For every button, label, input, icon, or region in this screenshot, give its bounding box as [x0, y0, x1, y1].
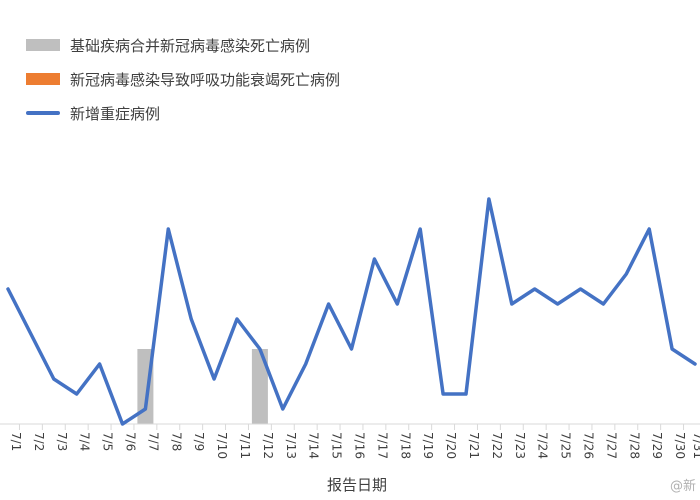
x-tick-label-7-24: 7/24 — [536, 432, 550, 459]
x-tick-label-7-4: 7/4 — [78, 432, 92, 451]
x-tick-label-7-26: 7/26 — [582, 432, 596, 459]
bar-group — [137, 349, 268, 424]
x-tick-label-7-23: 7/23 — [513, 432, 527, 459]
watermark-text: @新 — [669, 479, 696, 494]
legend-label-respiratory-failure-deaths: 新冠病毒感染导致呼吸功能衰竭死亡病例 — [70, 70, 341, 89]
x-tick-label-7-16: 7/16 — [353, 432, 367, 459]
legend-swatch-respiratory-failure-deaths — [26, 73, 60, 85]
x-tick-label-7-6: 7/6 — [124, 432, 138, 451]
x-tick-label-7-9: 7/9 — [192, 432, 206, 451]
x-axis-title: 报告日期 — [327, 476, 387, 494]
legend-swatch-comorbidity-deaths — [26, 39, 60, 51]
legend-label-comorbidity-deaths: 基础疾病合并新冠病毒感染死亡病例 — [70, 36, 311, 55]
x-tick-label-7-13: 7/13 — [284, 432, 298, 459]
x-tick-label-7-2: 7/2 — [32, 432, 46, 451]
x-tick-label-7-8: 7/8 — [169, 432, 183, 451]
x-tick-label-7-15: 7/15 — [330, 432, 344, 459]
legend-item-comorbidity-deaths: 基础疾病合并新冠病毒感染死亡病例 — [26, 28, 340, 62]
x-tick-label-7-5: 7/5 — [101, 432, 115, 451]
x-tick-label-7-14: 7/14 — [307, 432, 321, 459]
legend-swatch-new-severe-cases — [26, 111, 60, 115]
x-tick-label-7-11: 7/11 — [238, 432, 252, 459]
legend-item-new-severe-cases: 新增重症病例 — [26, 96, 340, 130]
x-tick-label-7-7: 7/7 — [146, 432, 160, 451]
x-tick-label-7-30: 7/30 — [673, 432, 687, 459]
series-line-new-severe-cases — [6, 197, 697, 426]
x-tick-label-7-25: 7/25 — [559, 432, 573, 459]
x-tick-group — [18, 424, 685, 430]
bar-series0-7-12 — [251, 349, 268, 424]
legend-item-respiratory-failure-deaths: 新冠病毒感染导致呼吸功能衰竭死亡病例 — [26, 62, 340, 96]
x-tick-label-7-22: 7/22 — [490, 432, 504, 459]
x-tick-label-7-28: 7/28 — [627, 432, 641, 459]
legend: 基础疾病合并新冠病毒感染死亡病例 新冠病毒感染导致呼吸功能衰竭死亡病例 新增重症… — [26, 28, 340, 130]
x-tick-label-group: 7/1 7/2 7/3 7/4 7/5 7/6 7/7 7/8 7/9 7/10 7/11 7/12 7… — [9, 432, 700, 459]
x-tick-label-7-20: 7/20 — [444, 432, 458, 459]
x-tick-label-7-27: 7/27 — [604, 432, 618, 459]
x-tick-label-7-19: 7/19 — [421, 432, 435, 459]
x-tick-label-7-17: 7/17 — [375, 432, 389, 459]
x-tick-label-7-1: 7/1 — [9, 432, 23, 451]
x-tick-label-7-21: 7/21 — [467, 432, 481, 459]
x-tick-label-7-31: 7/31 — [691, 432, 700, 459]
x-tick-label-7-29: 7/29 — [650, 432, 664, 459]
x-tick-label-7-10: 7/10 — [215, 432, 229, 459]
x-tick-label-7-3: 7/3 — [55, 432, 69, 451]
x-tick-label-7-12: 7/12 — [261, 432, 275, 459]
legend-label-new-severe-cases: 新增重症病例 — [70, 104, 161, 123]
x-tick-label-7-18: 7/18 — [398, 432, 412, 459]
